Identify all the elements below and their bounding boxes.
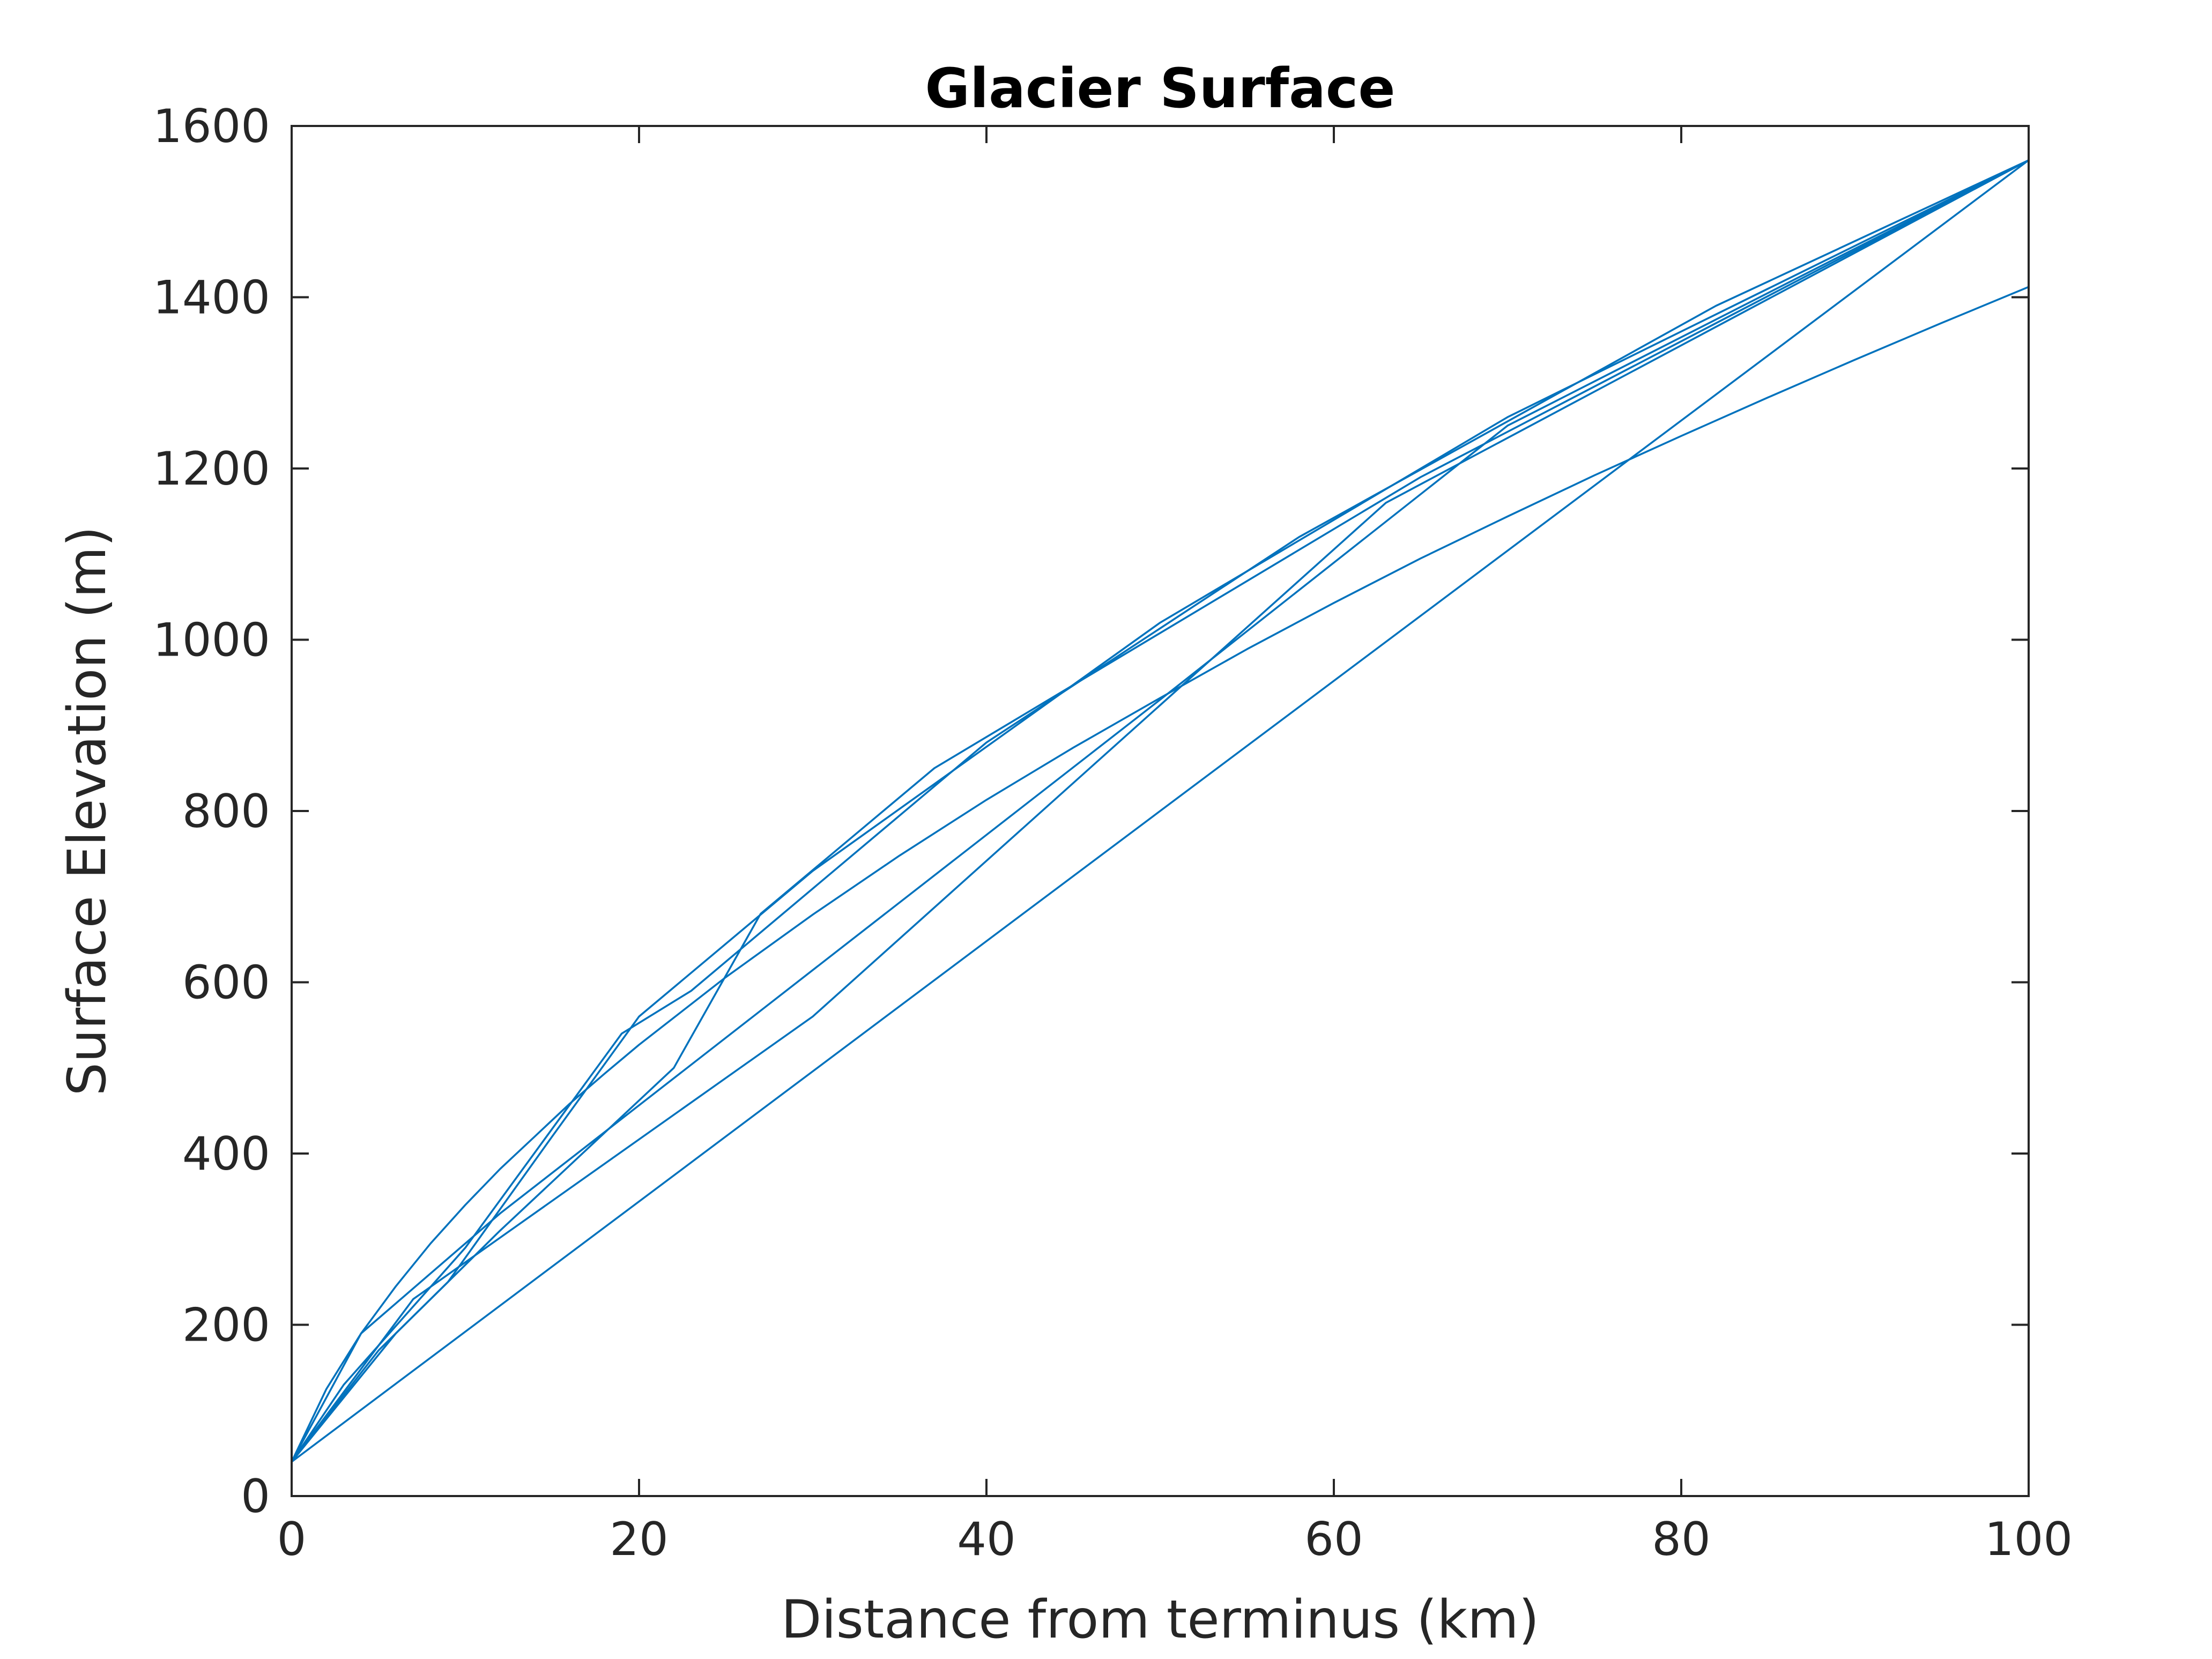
- y-tick-label: 0: [241, 1470, 270, 1523]
- y-tick-label: 1400: [153, 271, 270, 325]
- x-axis-label: Distance from terminus (km): [781, 1589, 1539, 1650]
- series-line-4: [291, 159, 2029, 1462]
- x-tick-label: 100: [1985, 1513, 2073, 1566]
- series-line-2: [291, 159, 2030, 1463]
- x-tick-label: 60: [1304, 1513, 1363, 1566]
- x-tick-label: 0: [277, 1513, 307, 1566]
- tick-layer: 0 20 40 60 80 1000200400600800100012001400160…: [153, 100, 2073, 1566]
- y-tick-label: 1600: [153, 100, 270, 153]
- chart-title: Glacier Surface: [925, 57, 1395, 121]
- y-tick-label: 1000: [153, 614, 270, 667]
- y-tick-label: 600: [182, 956, 270, 1010]
- y-tick-label: 400: [182, 1127, 270, 1181]
- series-layer: [291, 159, 2030, 1463]
- y-tick-label: 1200: [153, 442, 270, 496]
- y-tick-label: 800: [182, 785, 270, 838]
- x-tick-label: 80: [1652, 1513, 1710, 1566]
- series-line-1: [291, 286, 2029, 1462]
- y-axis-label: Surface Elevation (m): [57, 526, 118, 1096]
- x-tick-label: 20: [610, 1513, 668, 1566]
- y-tick-label: 200: [182, 1299, 270, 1352]
- x-tick-label: 40: [957, 1513, 1015, 1566]
- series-line-7: [291, 159, 2029, 1463]
